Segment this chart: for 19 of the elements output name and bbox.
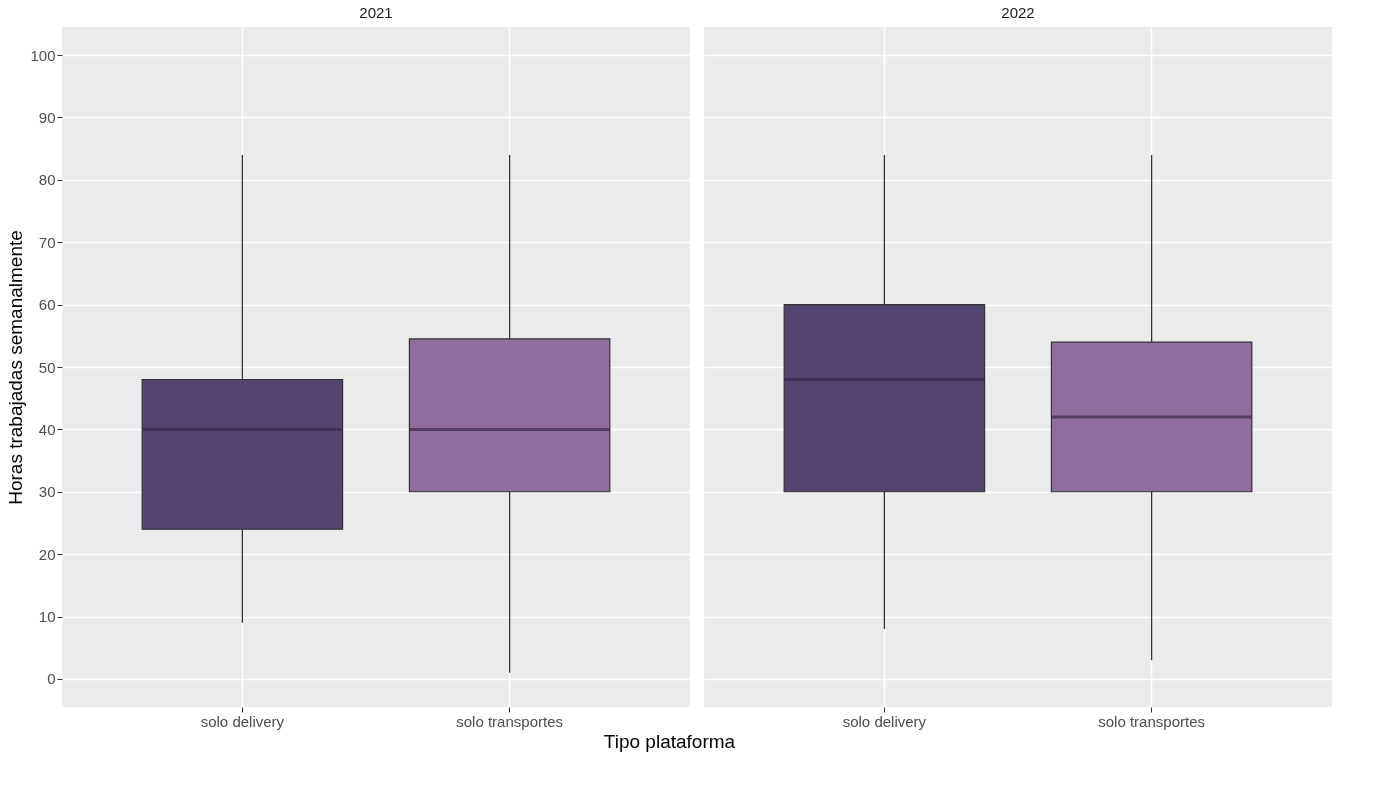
x-tick-label: solo delivery	[200, 712, 285, 730]
y-axis-title: Horas trabajadas semanalmente	[5, 230, 27, 505]
x-tick-label: solo delivery	[842, 712, 927, 730]
y-tick-label: 50	[38, 358, 56, 376]
y-tick-label: 10	[38, 608, 56, 626]
x-axis-title: Tipo plataforma	[603, 731, 736, 752]
x-tick-label: solo transportes	[456, 712, 563, 730]
y-tick-label: 30	[38, 483, 56, 501]
y-tick-label: 90	[38, 108, 56, 126]
y-tick-label: 0	[47, 670, 56, 688]
y-tick-label: 80	[38, 171, 56, 189]
y-tick-label: 70	[38, 233, 56, 251]
chart-title: 2022	[1001, 4, 1035, 21]
y-tick-label: 100	[30, 46, 56, 64]
y-tick-label: 40	[38, 420, 56, 438]
y-tick-label: 20	[38, 545, 56, 563]
chart-title: 2021	[359, 4, 393, 21]
x-tick-label: solo transportes	[1098, 712, 1205, 730]
y-tick-label: 60	[38, 296, 56, 314]
